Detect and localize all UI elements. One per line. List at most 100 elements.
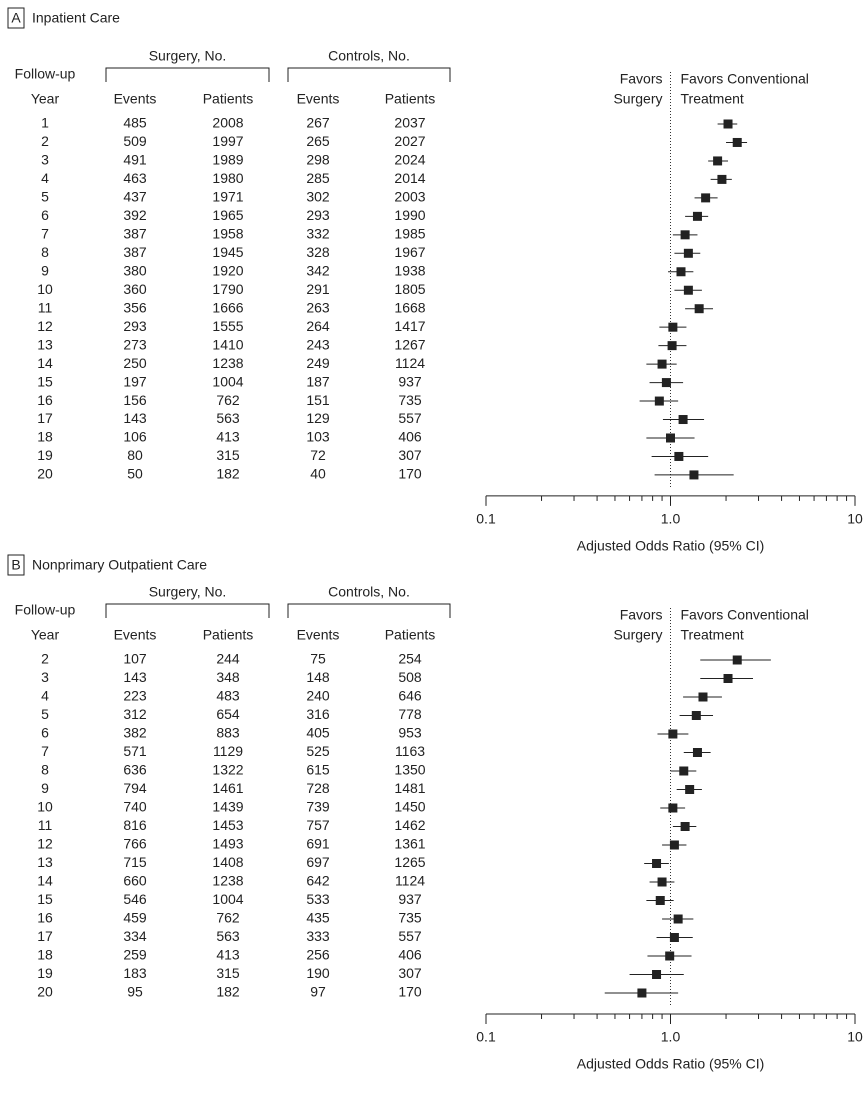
cell: 715 bbox=[123, 854, 147, 870]
row-header: Follow-up bbox=[15, 66, 76, 82]
year: 12 bbox=[37, 836, 53, 852]
cell: 315 bbox=[216, 447, 240, 463]
cell: 182 bbox=[216, 984, 240, 1000]
year: 20 bbox=[37, 984, 53, 1000]
cell: 1410 bbox=[212, 336, 243, 352]
cell: 735 bbox=[398, 392, 422, 408]
cell: 563 bbox=[216, 928, 240, 944]
point-estimate bbox=[661, 378, 671, 388]
cell: 107 bbox=[123, 651, 147, 667]
cell: 406 bbox=[398, 429, 422, 445]
cell: 1555 bbox=[212, 318, 243, 334]
cell: 646 bbox=[398, 688, 422, 704]
cell: 170 bbox=[398, 466, 422, 482]
cell: 1971 bbox=[212, 189, 243, 205]
favors-left: Surgery bbox=[613, 91, 662, 107]
cell: 72 bbox=[310, 447, 326, 463]
point-estimate bbox=[680, 230, 690, 240]
cell: 1124 bbox=[395, 355, 425, 371]
cell: 557 bbox=[398, 928, 422, 944]
year: 13 bbox=[37, 336, 53, 352]
cell: 1967 bbox=[394, 244, 425, 260]
cell: 728 bbox=[306, 780, 330, 796]
cell: 259 bbox=[123, 947, 147, 963]
cell: 1805 bbox=[394, 281, 425, 297]
cell: 307 bbox=[398, 447, 422, 463]
panel-title: Inpatient Care bbox=[32, 10, 120, 26]
point-estimate bbox=[657, 359, 667, 369]
point-estimate bbox=[732, 655, 742, 665]
group-bracket bbox=[105, 603, 270, 618]
cell: 463 bbox=[123, 170, 147, 186]
cell: 75 bbox=[310, 651, 326, 667]
cell: 1481 bbox=[394, 780, 425, 796]
cell: 1790 bbox=[212, 281, 243, 297]
point-estimate bbox=[637, 988, 647, 998]
cell: 273 bbox=[123, 336, 147, 352]
year: 5 bbox=[41, 189, 49, 205]
cell: 285 bbox=[306, 170, 330, 186]
year: 14 bbox=[37, 873, 53, 889]
cell: 151 bbox=[306, 392, 330, 408]
cell: 642 bbox=[306, 873, 330, 889]
year: 6 bbox=[41, 207, 49, 223]
row-header: Year bbox=[31, 627, 60, 643]
cell: 103 bbox=[306, 429, 330, 445]
cell: 1453 bbox=[212, 817, 243, 833]
point-estimate bbox=[669, 840, 679, 850]
point-estimate bbox=[698, 692, 708, 702]
cell: 223 bbox=[123, 688, 147, 704]
point-estimate bbox=[689, 470, 699, 480]
cell: 143 bbox=[123, 669, 147, 685]
x-axis-label: Adjusted Odds Ratio (95% CI) bbox=[577, 1056, 765, 1072]
cell: 2014 bbox=[394, 170, 425, 186]
point-estimate bbox=[673, 914, 683, 924]
cell: 437 bbox=[123, 189, 147, 205]
cell: 2003 bbox=[394, 189, 425, 205]
point-estimate bbox=[717, 174, 727, 184]
cell: 293 bbox=[306, 207, 330, 223]
panel-label-box bbox=[7, 554, 25, 576]
column-header: Events bbox=[114, 91, 157, 107]
year: 18 bbox=[37, 947, 53, 963]
cell: 170 bbox=[398, 984, 422, 1000]
cell: 485 bbox=[123, 115, 147, 131]
cell: 739 bbox=[306, 799, 330, 815]
year: 15 bbox=[37, 373, 53, 389]
cell: 483 bbox=[216, 688, 240, 704]
year: 13 bbox=[37, 854, 53, 870]
cell: 762 bbox=[216, 392, 240, 408]
cell: 816 bbox=[123, 817, 147, 833]
panel-label: B bbox=[11, 557, 20, 573]
cell: 1361 bbox=[394, 836, 425, 852]
cell: 405 bbox=[306, 725, 330, 741]
cell: 187 bbox=[306, 373, 330, 389]
point-estimate bbox=[701, 193, 711, 203]
cell: 342 bbox=[306, 262, 330, 278]
point-estimate bbox=[678, 415, 688, 425]
group-header: Controls, No. bbox=[328, 584, 410, 600]
cell: 1989 bbox=[212, 152, 243, 168]
cell: 298 bbox=[306, 152, 330, 168]
cell: 182 bbox=[216, 466, 240, 482]
point-estimate bbox=[691, 711, 701, 720]
row-header: Follow-up bbox=[15, 602, 76, 618]
point-estimate bbox=[668, 803, 678, 813]
cell: 356 bbox=[123, 299, 147, 315]
cell: 766 bbox=[123, 836, 147, 852]
cell: 1267 bbox=[394, 336, 425, 352]
year: 7 bbox=[41, 743, 49, 759]
point-estimate bbox=[652, 970, 662, 979]
cell: 243 bbox=[306, 336, 330, 352]
cell: 508 bbox=[398, 669, 422, 685]
group-header: Surgery, No. bbox=[149, 48, 227, 64]
x-tick-label: 10 bbox=[847, 1029, 863, 1045]
cell: 1938 bbox=[394, 262, 425, 278]
year: 1 bbox=[41, 115, 49, 131]
cell: 1965 bbox=[212, 207, 243, 223]
cell: 315 bbox=[216, 965, 240, 981]
panel-label: A bbox=[11, 10, 21, 26]
cell: 333 bbox=[306, 928, 330, 944]
cell: 2027 bbox=[394, 133, 425, 149]
